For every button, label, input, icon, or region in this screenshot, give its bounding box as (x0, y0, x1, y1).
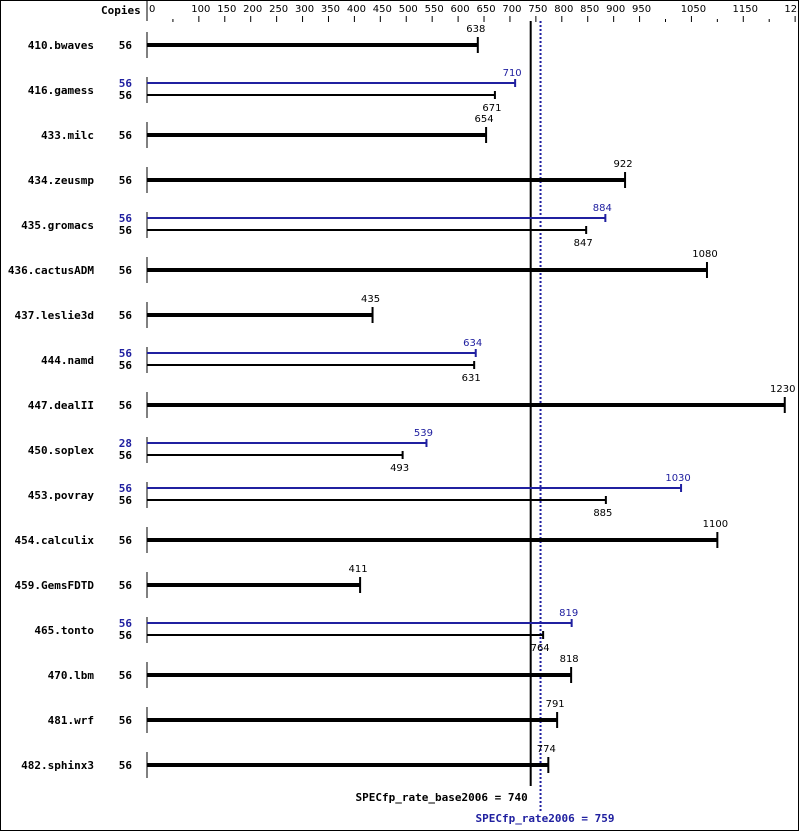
x-tick-label: 450 (373, 4, 392, 15)
benchmark-name: 450.soplex (28, 444, 95, 457)
base-value-label: 638 (466, 24, 485, 35)
peak-value-label: 710 (503, 68, 522, 79)
copies-header: Copies (101, 4, 141, 17)
x-tick-label: 600 (451, 4, 470, 15)
peak-copies: 28 (119, 437, 132, 450)
x-tick-label: 300 (295, 4, 314, 15)
x-tick-label: 400 (347, 4, 366, 15)
base-copies: 56 (119, 359, 133, 372)
base-value-label: 791 (546, 699, 565, 710)
base-copies: 56 (119, 494, 133, 507)
base-copies: 56 (119, 264, 133, 277)
base-copies: 56 (119, 399, 133, 412)
base-copies: 56 (119, 669, 133, 682)
base-copies: 56 (119, 449, 133, 462)
x-tick-label: 200 (243, 4, 262, 15)
x-tick-label: 1150 (733, 4, 758, 15)
base-copies: 56 (119, 309, 133, 322)
peak-value-label: 1030 (665, 473, 690, 484)
base-copies: 56 (119, 534, 133, 547)
x-tick-label: 100 (191, 4, 210, 15)
benchmark-name: 482.sphinx3 (21, 759, 94, 772)
benchmark-name: 435.gromacs (21, 219, 94, 232)
x-tick-label: 700 (502, 4, 521, 15)
x-tick-label: 350 (321, 4, 340, 15)
benchmark-name: 481.wrf (48, 714, 94, 727)
base-copies: 56 (119, 629, 133, 642)
base-value-label: 654 (475, 114, 494, 125)
base-value-label: 818 (560, 654, 579, 665)
peak-copies: 56 (119, 482, 133, 495)
benchmark-name: 444.namd (41, 354, 94, 367)
x-tick-label: 1050 (681, 4, 706, 15)
base-copies: 56 (119, 714, 133, 727)
x-tick-label: 950 (632, 4, 651, 15)
base-copies: 56 (119, 759, 133, 772)
x-tick-label: 1250 (784, 4, 798, 15)
benchmark-name: 437.leslie3d (15, 309, 94, 322)
peak-copies: 56 (119, 212, 133, 225)
benchmark-name: 434.zeusmp (28, 174, 95, 187)
x-tick-label: 800 (554, 4, 573, 15)
benchmark-name: 447.dealII (28, 399, 94, 412)
peak-value-label: 819 (559, 608, 578, 619)
base-copies: 56 (119, 39, 133, 52)
x-tick-label: 750 (528, 4, 547, 15)
base-value-label: 411 (349, 564, 368, 575)
base-value-label: 1230 (770, 384, 795, 395)
base-copies: 56 (119, 89, 133, 102)
benchmark-name: 454.calculix (15, 534, 95, 547)
benchmark-name: 470.lbm (48, 669, 95, 682)
base-value-label: 435 (361, 294, 380, 305)
base-summary-label: SPECfp_rate_base2006 = 740 (356, 791, 528, 804)
benchmark-name: 465.tonto (34, 624, 94, 637)
x-tick-label: 850 (580, 4, 599, 15)
base-value-label: 671 (482, 103, 501, 114)
peak-value-label: 539 (414, 428, 433, 439)
base-copies: 56 (119, 174, 133, 187)
base-value-label: 922 (614, 159, 633, 170)
benchmark-name: 436.cactusADM (8, 264, 94, 277)
base-value-label: 774 (537, 744, 556, 755)
base-value-label: 847 (574, 238, 593, 249)
x-tick-label: 250 (269, 4, 288, 15)
peak-value-label: 634 (463, 338, 482, 349)
base-value-label: 764 (531, 643, 550, 654)
peak-copies: 56 (119, 617, 133, 630)
benchmark-name: 416.gamess (28, 84, 94, 97)
base-value-label: 885 (593, 508, 612, 519)
benchmark-name: 459.GemsFDTD (15, 579, 95, 592)
peak-copies: 56 (119, 347, 133, 360)
base-copies: 56 (119, 129, 133, 142)
x-tick-label: 550 (425, 4, 444, 15)
base-value-label: 493 (390, 463, 409, 474)
benchmark-name: 410.bwaves (28, 39, 94, 52)
peak-summary-label: SPECfp_rate2006 = 759 (475, 812, 614, 825)
peak-copies: 56 (119, 77, 133, 90)
x-tick-label: 0 (149, 4, 155, 15)
base-value-label: 1100 (703, 519, 728, 530)
x-tick-label: 900 (606, 4, 625, 15)
base-value-label: 1080 (692, 249, 717, 260)
base-value-label: 631 (462, 373, 481, 384)
base-copies: 56 (119, 224, 133, 237)
x-tick-label: 150 (217, 4, 236, 15)
benchmark-name: 453.povray (28, 489, 95, 502)
base-copies: 56 (119, 579, 133, 592)
x-tick-label: 650 (476, 4, 495, 15)
peak-value-label: 884 (593, 203, 612, 214)
x-tick-label: 500 (399, 4, 418, 15)
benchmark-name: 433.milc (41, 129, 94, 142)
